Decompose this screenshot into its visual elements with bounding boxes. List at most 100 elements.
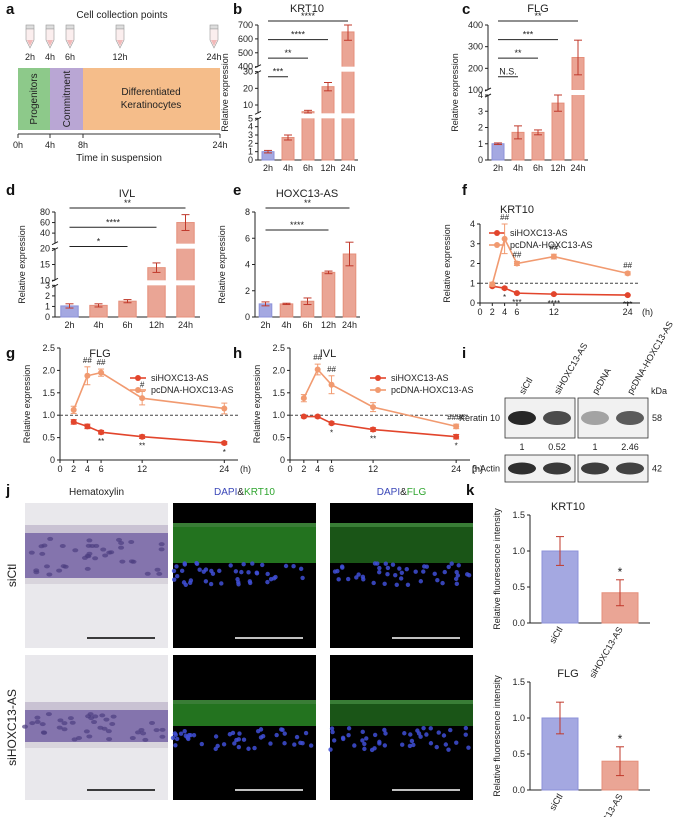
dapi-nucleus [219,581,224,586]
dapi-nucleus [291,564,296,569]
y-tick-label: 1.0 [42,410,55,420]
dapi-nucleus [377,741,382,746]
data-point [300,413,307,420]
x-tick-label: 24h [570,163,585,173]
chart-title: FLG [527,3,548,15]
significance-label: * [618,565,623,579]
tube [45,28,55,49]
nucleus [149,720,156,725]
y-axis-label: Relative fluorescence intensity [492,675,502,797]
axis-break-mark [51,283,59,288]
dapi-nucleus [360,738,365,743]
dapi-nucleus [236,744,242,750]
x-tick-label: 0 [57,464,62,474]
nucleus [69,720,76,725]
dapi-nucleus [371,580,376,586]
panel-letter: f [462,182,468,199]
axis-break [56,280,201,286]
data-point [98,369,105,376]
nucleus [39,551,46,556]
dapi-nucleus [402,731,407,736]
x-tick-label: 6h [302,320,312,330]
nucleus [156,571,163,576]
dapi-nucleus [268,741,273,746]
dapi-nucleus [213,734,219,739]
y-axis-label: Relative expression [252,365,262,444]
dapi-nucleus [336,577,341,582]
dapi-nucleus [283,563,289,569]
significance-label: N.S. [499,67,517,77]
nucleus [92,556,99,561]
bar [531,131,545,161]
y-tick-label: 4 [248,122,253,132]
dapi-nucleus [345,576,351,582]
y-tick-label: 1.5 [512,510,525,520]
data-point [70,406,77,413]
dapi-nucleus [199,741,205,747]
dapi-nucleus [390,562,396,567]
blot-band [581,462,609,475]
y-tick-label: 400 [468,20,483,30]
axis-break-mark [484,93,492,98]
y-tick-label: 8 [245,207,250,217]
fluorescence-layer [173,523,316,527]
y-tick-label: 5 [248,113,253,123]
y-axis-label: Relative expression [220,53,230,132]
y-tick-label: 1.5 [42,388,55,398]
error-bar [514,125,522,140]
tube-cap [115,24,125,30]
error-bar [152,262,161,273]
nucleus [89,543,96,548]
axis-break-mark [484,87,492,92]
dapi-nucleus [443,742,449,747]
significance-label: * [330,428,333,437]
significance-label: * [618,732,623,746]
timeline-panel: a Cell collection points Progenitors Com… [6,1,228,164]
dapi-nucleus [415,728,420,733]
dapi-nucleus [436,730,441,735]
nucleus [158,547,165,552]
y-tick-label: 15 [40,260,50,270]
dapi-nucleus [332,569,338,574]
blot-quantification: 0.52 [548,442,566,452]
y-tick-label: 20 [243,83,253,93]
dapi-nucleus [203,579,209,584]
chart-title: KRT10 [551,501,585,513]
nucleus [45,712,52,717]
dapi-nucleus [208,581,214,587]
nucleus [29,721,36,726]
x-tick-label: 2 [71,464,76,474]
series-line [492,285,628,296]
data-point [489,281,496,288]
tube [209,28,219,49]
dapi-nucleus [465,572,470,577]
y-tick-label: 4 [478,90,483,100]
phase-label: Keratinocytes [121,100,182,111]
x-tick-label: 2 [301,464,306,474]
dapi-nucleus [329,726,335,731]
nucleus [138,727,145,732]
tissue-cornified [25,702,168,712]
x-tick-label: 4h [513,163,523,173]
dapi-nucleus [227,732,233,737]
y-tick-label: 1.5 [272,388,285,398]
data-point [84,423,91,430]
y-tick-label: 1 [470,278,475,288]
column-header-part: & [237,487,244,498]
dapi-nucleus [175,574,180,579]
nucleus [100,547,107,552]
collection-time: 24h [206,52,221,62]
phase-label: Commitment [62,70,73,127]
dapi-nucleus [354,575,359,580]
nucleus [34,715,41,720]
dapi-nucleus [393,572,398,578]
nucleus [116,537,123,542]
tube-liquid [27,40,33,46]
error-bar [616,579,624,607]
nucleus [86,551,93,556]
dapi-nucleus [418,734,423,739]
x-axis-label: (h) [642,307,653,317]
y-tick-label: 2 [470,259,475,269]
panel-letter: j [5,482,10,499]
dapi-nucleus [248,580,253,586]
